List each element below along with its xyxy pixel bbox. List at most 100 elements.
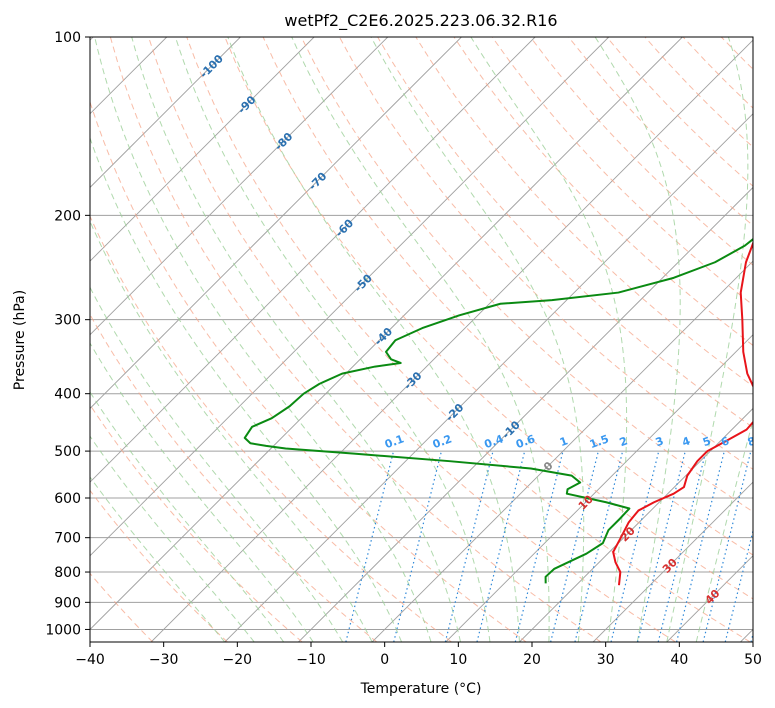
y-tick-label: 700 [54, 531, 81, 547]
isotherm-line [90, 37, 536, 483]
mixing-ratio-label: 10 [764, 433, 775, 451]
dry-adiabat-line [415, 37, 753, 387]
moist-adiabat-line [666, 37, 749, 642]
dry-adiabat-line [300, 37, 753, 513]
dry-adiabat-line [109, 37, 602, 642]
profile-lines [243, 237, 753, 586]
isotherm-label: -90 [235, 93, 258, 116]
isotherm-label: -30 [401, 369, 424, 392]
dry-adiabat-line [90, 403, 303, 642]
mixing-ratio-line [550, 450, 599, 642]
dry-adiabat-line [377, 37, 753, 429]
y-tick-label: 900 [54, 595, 81, 611]
mixing-ratio-label: 0.1 [383, 432, 406, 451]
mixing-ratio-label: 8 [746, 434, 758, 449]
isotherm-line [90, 37, 389, 336]
x-tick-label: 50 [744, 652, 762, 668]
moist-adiabat-line [291, 37, 550, 642]
isotherm-line [592, 481, 753, 642]
dry-adiabat-line [148, 37, 676, 642]
dry-adiabat-line [491, 37, 753, 306]
mixing-ratio-label: 0.2 [431, 432, 454, 451]
mixing-ratio-label: 3 [654, 434, 666, 449]
isotherm-line [90, 37, 462, 410]
mixing-ratio-line [514, 450, 564, 642]
x-tick-label: 40 [670, 652, 688, 668]
dewpoint-profile-line [243, 237, 753, 584]
mixing-ratio-line [676, 450, 725, 642]
isotherm-label: -60 [333, 216, 356, 239]
isotherm-line [298, 186, 753, 642]
mixing-ratio-line [657, 450, 707, 642]
y-tick-label: 800 [54, 565, 81, 581]
moist-adiabat-line [94, 37, 432, 642]
x-tick-label: −30 [149, 652, 179, 668]
moist-adiabat-line [470, 37, 628, 642]
dry-adiabat-line [262, 37, 753, 556]
y-tick-label: 1000 [45, 622, 81, 638]
isotherm-line [90, 37, 241, 189]
moist-adiabat-line [90, 220, 373, 642]
moist-adiabat-line [227, 37, 520, 642]
moist-adiabat-line [90, 136, 403, 642]
mixing-ratio-line [724, 528, 753, 642]
mixing-ratio-label: 1.5 [588, 432, 611, 451]
mixing-ratio-line [393, 450, 443, 642]
moist-adiabat-line [695, 418, 753, 642]
isotherm-line [445, 334, 753, 642]
moist-adiabat-line [90, 435, 255, 642]
isotherm-line [90, 37, 315, 262]
y-axis-label: Pressure (hPa) [12, 290, 28, 390]
x-tick-label: −40 [75, 652, 105, 668]
moist-adiabat-line [594, 37, 681, 642]
dry-adiabat-line [90, 100, 527, 642]
mixing-ratio-line [702, 450, 752, 642]
mixing-ratio-line [610, 450, 660, 642]
isotherm-label: -20 [443, 401, 466, 424]
isotherm-line [371, 260, 753, 642]
moist-adiabat-line [90, 391, 285, 642]
x-tick-label: −20 [223, 652, 253, 668]
x-tick-label: 20 [523, 652, 541, 668]
isotherm-line [90, 37, 683, 631]
moist-adiabat-line [90, 476, 226, 642]
mixing-ratio-label: 4 [680, 434, 692, 449]
isotherm-label: -70 [306, 169, 329, 192]
isotherm-line [519, 407, 753, 642]
dry-adiabat-line [90, 489, 228, 642]
y-tick-label: 300 [54, 313, 81, 329]
dry-adiabat-line [90, 215, 452, 642]
y-tick-label: 200 [54, 208, 81, 224]
isotherm-label: 30 [660, 556, 680, 576]
isotherm-line [150, 39, 753, 642]
dry-adiabat-line [90, 313, 378, 642]
dry-adiabat-line [644, 37, 753, 148]
background-lines [90, 37, 753, 642]
y-tick-label: 100 [54, 30, 81, 46]
mixing-ratio-label: 0.4 [482, 432, 505, 451]
dry-adiabat-line [453, 37, 753, 347]
dry-adiabat-line [224, 37, 753, 600]
isotherm-label: 40 [703, 587, 723, 607]
moist-adiabat-line [90, 342, 314, 642]
moist-adiabat-line [90, 286, 344, 642]
isotherm-label: -50 [352, 271, 375, 294]
moist-adiabat-line [174, 37, 491, 642]
plot-frame [89, 36, 754, 643]
mixing-ratio-label: 6 [719, 434, 731, 449]
x-tick-label: −10 [296, 652, 326, 668]
mixing-ratio-line [476, 450, 526, 642]
mixing-ratio-label: 5 [701, 434, 713, 449]
x-axis-label: Temperature (°C) [360, 681, 482, 697]
y-axis: 100 200 300 400 500 600 700 800 900 1000 [45, 30, 90, 638]
mixing-ratio-line [345, 450, 395, 642]
y-tick-label: 400 [54, 387, 81, 403]
mixing-ratio-line [574, 450, 624, 642]
dry-adiabat-line [682, 37, 753, 109]
isotherm-label: -100 [197, 52, 226, 81]
isotherm-label: -80 [272, 130, 295, 153]
x-tick-label: 30 [597, 652, 615, 668]
isotherm-line [666, 555, 753, 642]
isotherm-line [740, 628, 753, 642]
dry-adiabat-line [186, 37, 751, 642]
